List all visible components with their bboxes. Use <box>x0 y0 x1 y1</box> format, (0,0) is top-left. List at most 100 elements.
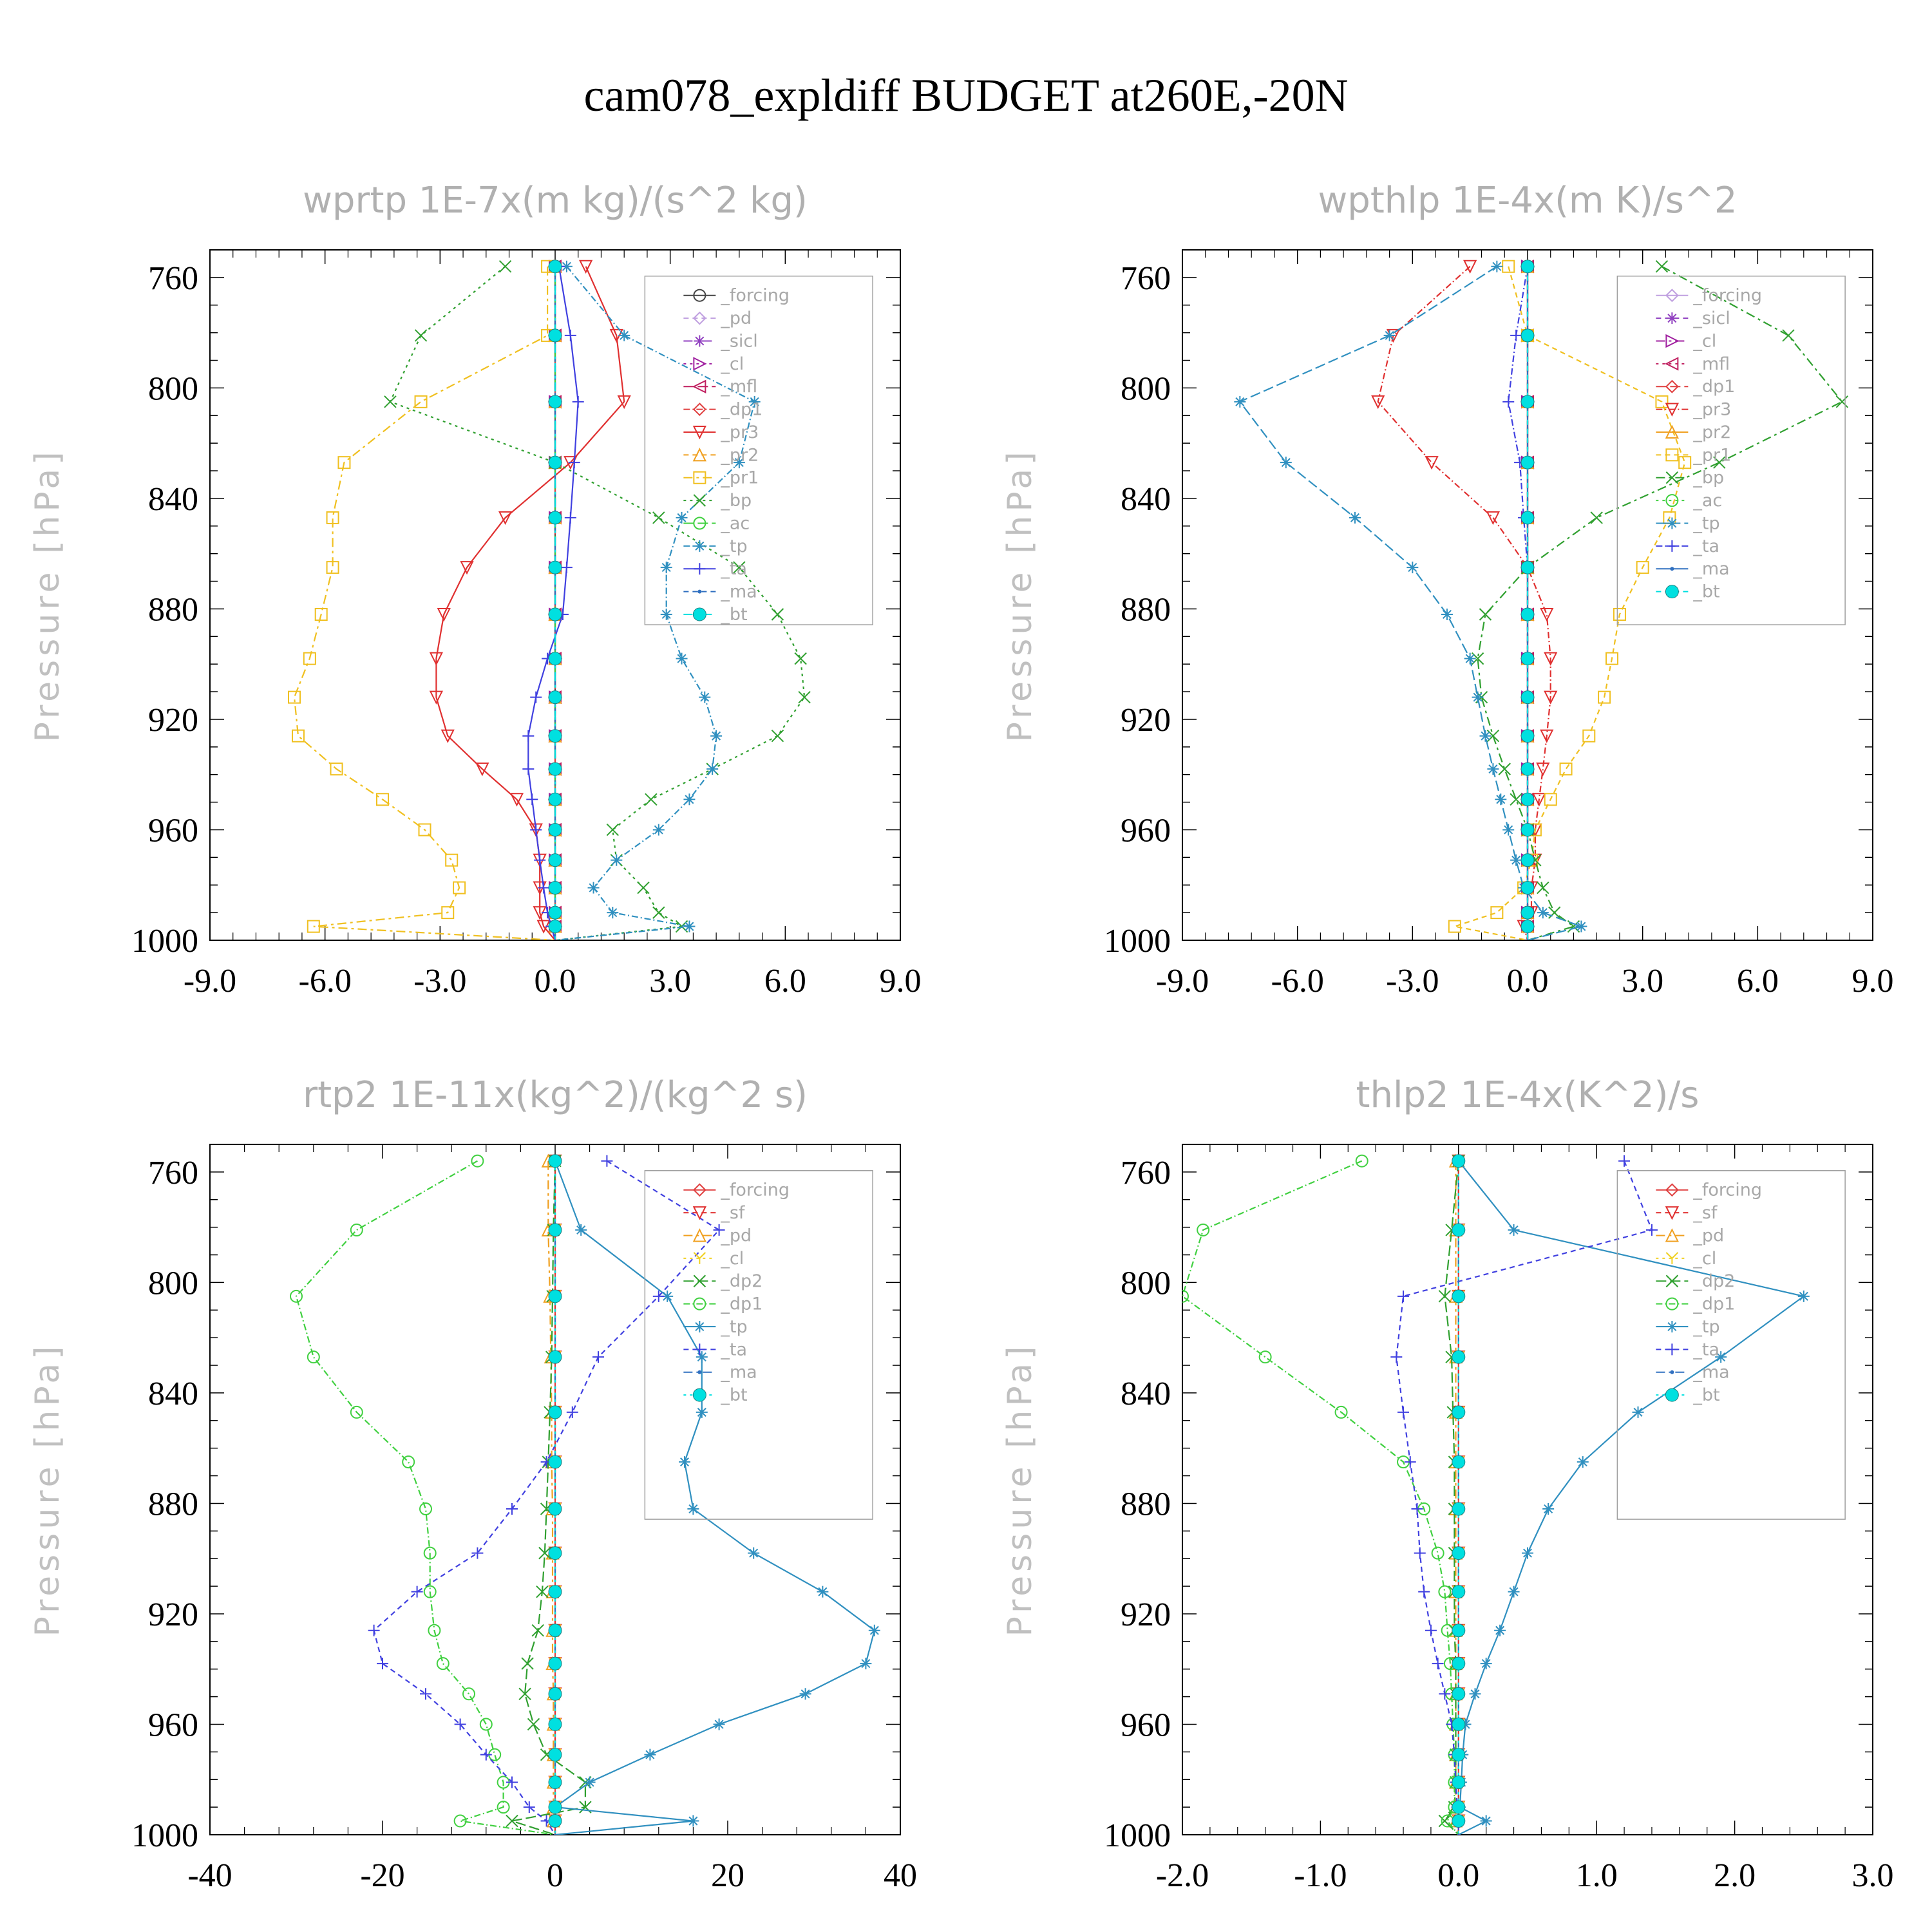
legend-label: _forcing <box>1692 286 1762 306</box>
legend-marker <box>1665 1206 1679 1220</box>
legend-label: _ta <box>720 1340 747 1359</box>
data-point-ta <box>1425 1624 1437 1636</box>
data-point-bp <box>1537 881 1549 895</box>
y-tick-label: 920 <box>148 702 198 739</box>
x-tick-label: 3.0 <box>1622 963 1663 999</box>
legend-label: _dp1 <box>1692 1294 1735 1314</box>
data-point-dp1 <box>428 1624 441 1637</box>
data-point-ta <box>1390 1351 1403 1363</box>
data-point-bt <box>548 1455 562 1469</box>
data-point-bp <box>1835 395 1849 408</box>
data-point-pr3 <box>460 561 474 575</box>
data-point-bt <box>1520 920 1535 934</box>
data-point-tp <box>679 1456 690 1468</box>
legend-marker <box>1665 357 1679 371</box>
legend-label: _bt <box>1692 1385 1719 1405</box>
legend-marker <box>693 357 707 371</box>
data-point-ta <box>1439 1688 1451 1700</box>
data-point-dp1 <box>350 1223 363 1236</box>
data-point-ta <box>1510 329 1522 341</box>
x-tick-label: -6.0 <box>299 963 352 999</box>
data-point-tp <box>1542 1503 1555 1515</box>
y-tick-label: 840 <box>1121 1376 1171 1412</box>
data-point-bt <box>548 1687 562 1701</box>
y-tick-label: 840 <box>1121 481 1171 518</box>
legend-label: _pr3 <box>1692 400 1731 420</box>
data-point-ta <box>713 1224 725 1236</box>
data-point-ta <box>1404 1456 1416 1468</box>
data-point-pr1 <box>1605 652 1619 665</box>
data-point-pr1 <box>1636 561 1649 574</box>
data-point-ta <box>572 395 584 408</box>
data-point-tp <box>706 763 719 775</box>
data-point-tp <box>699 691 711 703</box>
legend-marker <box>692 1183 706 1197</box>
legend-marker <box>1666 540 1678 552</box>
data-point-bt <box>1452 1502 1466 1516</box>
data-point-bt <box>548 395 562 409</box>
legend-marker <box>1670 1370 1674 1374</box>
data-point-tp <box>583 1776 596 1788</box>
data-point-tp <box>1632 1406 1644 1418</box>
legend-label: _cl <box>1692 331 1716 351</box>
data-point-bt <box>1520 652 1535 666</box>
data-point-ta <box>377 1658 388 1670</box>
legend-label: _pr3 <box>720 422 759 442</box>
data-point-pr1 <box>337 456 351 469</box>
data-point-bp <box>1590 511 1603 524</box>
data-point-tp <box>1494 1624 1506 1636</box>
legend-label: _bt <box>720 1385 747 1405</box>
panel-4: thlp2 1E-4x(K^2)/s Pressure [hPa] 760 800 84… <box>1001 1074 1894 1894</box>
data-point-bt <box>1520 853 1535 867</box>
data-point-bt <box>548 511 562 525</box>
legend-marker <box>693 289 706 302</box>
series-line-ta <box>1396 1160 1653 1835</box>
y-axis-label: Pressure [hPa] <box>28 448 67 743</box>
data-point-bt <box>1520 328 1535 343</box>
data-point-pr1 <box>1559 762 1573 776</box>
data-point-tp <box>713 1718 725 1730</box>
legend-marker <box>693 471 706 484</box>
legend-label: _sicl <box>720 331 757 351</box>
data-point-pr1 <box>288 690 301 704</box>
data-point-bt <box>1520 822 1535 837</box>
series-line-dp1 <box>295 1160 556 1835</box>
legend-marker <box>1665 1388 1679 1402</box>
data-point-tp <box>696 1406 708 1418</box>
panels: wprtp 1E-7x(m kg)/(s^2 kg) Pressure [hPa]… <box>28 180 1894 1894</box>
data-point-bt <box>548 1289 562 1303</box>
legend-marker <box>1670 567 1674 571</box>
data-point-bt <box>1520 455 1535 469</box>
y-tick-label: 760 <box>148 260 198 297</box>
data-point-ta <box>534 854 546 866</box>
data-point-tp <box>611 854 623 866</box>
data-point-dp1 <box>1334 1405 1348 1419</box>
data-point-tp <box>660 609 672 621</box>
data-point-bt <box>1452 1800 1466 1814</box>
data-point-tp <box>660 562 672 574</box>
legend-label: _pr1 <box>720 468 759 488</box>
legend-box <box>644 275 873 625</box>
data-point-bt <box>548 1546 562 1560</box>
x-tick-label: 20 <box>711 1857 744 1894</box>
data-point-bt <box>548 560 562 574</box>
legend-label: _cl <box>1692 1249 1716 1269</box>
data-point-bt <box>548 762 562 776</box>
data-point-pr1 <box>307 920 320 933</box>
data-point-bp <box>771 608 784 621</box>
data-point-ta <box>522 730 535 742</box>
legend-marker <box>694 1320 706 1332</box>
data-point-tp <box>748 395 761 408</box>
data-point-tp <box>1480 1658 1492 1670</box>
data-point-dp1 <box>462 1687 475 1701</box>
y-tick-label: 840 <box>148 481 198 518</box>
data-point-dp1 <box>402 1455 415 1469</box>
data-point-bp <box>1713 456 1726 469</box>
data-point-pr1 <box>1678 456 1692 469</box>
legend-marker <box>692 448 706 462</box>
data-point-tp <box>1487 763 1499 775</box>
legend-label: _bp <box>1692 468 1724 488</box>
legend-label: _tp <box>1692 513 1719 533</box>
x-tick-label: 3.0 <box>1852 1857 1894 1894</box>
